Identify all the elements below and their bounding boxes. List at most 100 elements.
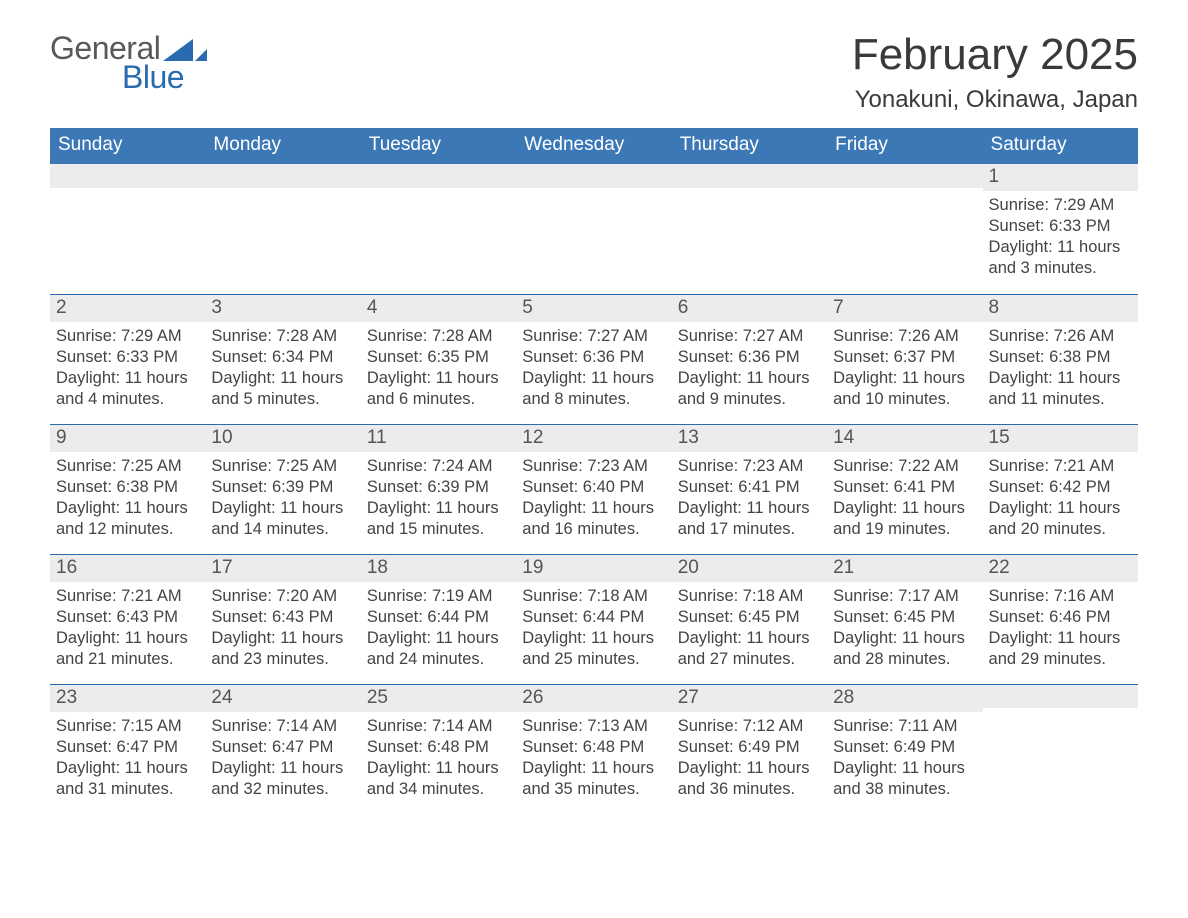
daylight-line: Daylight: 11 hours and 27 minutes. — [678, 628, 821, 670]
sunrise-line: Sunrise: 7:21 AM — [56, 586, 199, 607]
day-cell: 20Sunrise: 7:18 AMSunset: 6:45 PMDayligh… — [672, 554, 827, 684]
date-number-empty — [205, 164, 360, 188]
week-row: 16Sunrise: 7:21 AMSunset: 6:43 PMDayligh… — [50, 554, 1138, 684]
day-cell: 5Sunrise: 7:27 AMSunset: 6:36 PMDaylight… — [516, 294, 671, 424]
day-cell — [516, 164, 671, 294]
day-details: Sunrise: 7:11 AMSunset: 6:49 PMDaylight:… — [827, 712, 982, 800]
logo-sail-icon — [163, 39, 207, 61]
sunset-line: Sunset: 6:35 PM — [367, 347, 510, 368]
day-details: Sunrise: 7:18 AMSunset: 6:45 PMDaylight:… — [672, 582, 827, 670]
day-cell: 25Sunrise: 7:14 AMSunset: 6:48 PMDayligh… — [361, 684, 516, 809]
date-number-empty — [827, 164, 982, 188]
day-details: Sunrise: 7:28 AMSunset: 6:35 PMDaylight:… — [361, 322, 516, 410]
sunset-line: Sunset: 6:43 PM — [56, 607, 199, 628]
sunset-line: Sunset: 6:49 PM — [833, 737, 976, 758]
dayname-sunday: Sunday — [50, 128, 205, 164]
date-number: 28 — [827, 684, 982, 712]
date-number-empty — [983, 684, 1138, 708]
date-number-empty — [516, 164, 671, 188]
daylight-line: Daylight: 11 hours and 17 minutes. — [678, 498, 821, 540]
date-number: 16 — [50, 554, 205, 582]
daylight-line: Daylight: 11 hours and 19 minutes. — [833, 498, 976, 540]
daylight-line: Daylight: 11 hours and 14 minutes. — [211, 498, 354, 540]
daylight-line: Daylight: 11 hours and 16 minutes. — [522, 498, 665, 540]
day-cell: 26Sunrise: 7:13 AMSunset: 6:48 PMDayligh… — [516, 684, 671, 809]
day-cell: 11Sunrise: 7:24 AMSunset: 6:39 PMDayligh… — [361, 424, 516, 554]
week-row: 2Sunrise: 7:29 AMSunset: 6:33 PMDaylight… — [50, 294, 1138, 424]
day-cell — [672, 164, 827, 294]
day-cell: 27Sunrise: 7:12 AMSunset: 6:49 PMDayligh… — [672, 684, 827, 809]
day-cell: 28Sunrise: 7:11 AMSunset: 6:49 PMDayligh… — [827, 684, 982, 809]
day-cell: 9Sunrise: 7:25 AMSunset: 6:38 PMDaylight… — [50, 424, 205, 554]
daylight-line: Daylight: 11 hours and 4 minutes. — [56, 368, 199, 410]
day-cell: 6 Sunrise: 7:27 AMSunset: 6:36 PMDaylight… — [672, 294, 827, 424]
day-cell: 10Sunrise: 7:25 AMSunset: 6:39 PMDayligh… — [205, 424, 360, 554]
daylight-line: Daylight: 11 hours and 8 minutes. — [522, 368, 665, 410]
day-details: Sunrise: 7:25 AMSunset: 6:39 PMDaylight:… — [205, 452, 360, 540]
day-details: Sunrise: 7:26 AMSunset: 6:37 PMDaylight:… — [827, 322, 982, 410]
daylight-line: Daylight: 11 hours and 12 minutes. — [56, 498, 199, 540]
day-cell — [205, 164, 360, 294]
daylight-line: Daylight: 11 hours and 38 minutes. — [833, 758, 976, 800]
sunrise-line: Sunrise: 7:20 AM — [211, 586, 354, 607]
daylight-line: Daylight: 11 hours and 25 minutes. — [522, 628, 665, 670]
sunrise-line: Sunrise: 7:22 AM — [833, 456, 976, 477]
date-number: 15 — [983, 424, 1138, 452]
sunrise-line: Sunrise: 7:29 AM — [56, 326, 199, 347]
sunrise-line: Sunrise: 7:19 AM — [367, 586, 510, 607]
dayname-row: SundayMondayTuesdayWednesdayThursdayFrid… — [50, 128, 1138, 164]
day-cell: 19Sunrise: 7:18 AMSunset: 6:44 PMDayligh… — [516, 554, 671, 684]
daylight-line: Daylight: 11 hours and 34 minutes. — [367, 758, 510, 800]
day-cell — [827, 164, 982, 294]
daylight-line: Daylight: 11 hours and 5 minutes. — [211, 368, 354, 410]
sunrise-line: Sunrise: 7:25 AM — [56, 456, 199, 477]
sunset-line: Sunset: 6:38 PM — [56, 477, 199, 498]
daylight-line: Daylight: 11 hours and 9 minutes. — [678, 368, 821, 410]
sunrise-line: Sunrise: 7:28 AM — [367, 326, 510, 347]
day-details: Sunrise: 7:17 AMSunset: 6:45 PMDaylight:… — [827, 582, 982, 670]
date-number: 6 — [672, 294, 827, 322]
daylight-line: Daylight: 11 hours and 32 minutes. — [211, 758, 354, 800]
sunset-line: Sunset: 6:44 PM — [367, 607, 510, 628]
dayname-monday: Monday — [205, 128, 360, 164]
daylight-line: Daylight: 11 hours and 21 minutes. — [56, 628, 199, 670]
sunrise-line: Sunrise: 7:23 AM — [678, 456, 821, 477]
sunset-line: Sunset: 6:39 PM — [367, 477, 510, 498]
date-number: 5 — [516, 294, 671, 322]
sunset-line: Sunset: 6:47 PM — [56, 737, 199, 758]
date-number: 27 — [672, 684, 827, 712]
day-details: Sunrise: 7:21 AMSunset: 6:43 PMDaylight:… — [50, 582, 205, 670]
sunset-line: Sunset: 6:45 PM — [678, 607, 821, 628]
calendar-body: 1Sunrise: 7:29 AMSunset: 6:33 PMDaylight… — [50, 164, 1138, 809]
sunrise-line: Sunrise: 7:26 AM — [989, 326, 1132, 347]
day-details: Sunrise: 7:27 AMSunset: 6:36 PMDaylight:… — [516, 322, 671, 410]
day-details: Sunrise: 7:19 AMSunset: 6:44 PMDaylight:… — [361, 582, 516, 670]
date-number: 24 — [205, 684, 360, 712]
date-number: 12 — [516, 424, 671, 452]
day-cell — [50, 164, 205, 294]
sunset-line: Sunset: 6:48 PM — [522, 737, 665, 758]
day-cell: 21Sunrise: 7:17 AMSunset: 6:45 PMDayligh… — [827, 554, 982, 684]
sunrise-line: Sunrise: 7:14 AM — [367, 716, 510, 737]
sunset-line: Sunset: 6:48 PM — [367, 737, 510, 758]
calendar-thead: SundayMondayTuesdayWednesdayThursdayFrid… — [50, 128, 1138, 164]
daylight-line: Daylight: 11 hours and 28 minutes. — [833, 628, 976, 670]
sunset-line: Sunset: 6:49 PM — [678, 737, 821, 758]
day-cell: 8Sunrise: 7:26 AMSunset: 6:38 PMDaylight… — [983, 294, 1138, 424]
date-number: 10 — [205, 424, 360, 452]
day-details: Sunrise: 7:21 AMSunset: 6:42 PMDaylight:… — [983, 452, 1138, 540]
sunset-line: Sunset: 6:39 PM — [211, 477, 354, 498]
daylight-line: Daylight: 11 hours and 20 minutes. — [989, 498, 1132, 540]
date-number: 1 — [983, 164, 1138, 191]
logo: General Blue — [50, 30, 207, 96]
sunrise-line: Sunrise: 7:27 AM — [678, 326, 821, 347]
logo-word-blue: Blue — [122, 59, 207, 96]
sunset-line: Sunset: 6:41 PM — [833, 477, 976, 498]
date-number: 23 — [50, 684, 205, 712]
week-row: 9Sunrise: 7:25 AMSunset: 6:38 PMDaylight… — [50, 424, 1138, 554]
day-details: Sunrise: 7:16 AMSunset: 6:46 PMDaylight:… — [983, 582, 1138, 670]
daylight-line: Daylight: 11 hours and 3 minutes. — [989, 237, 1132, 279]
day-details: Sunrise: 7:13 AMSunset: 6:48 PMDaylight:… — [516, 712, 671, 800]
sunset-line: Sunset: 6:36 PM — [678, 347, 821, 368]
day-cell: 1Sunrise: 7:29 AMSunset: 6:33 PMDaylight… — [983, 164, 1138, 294]
